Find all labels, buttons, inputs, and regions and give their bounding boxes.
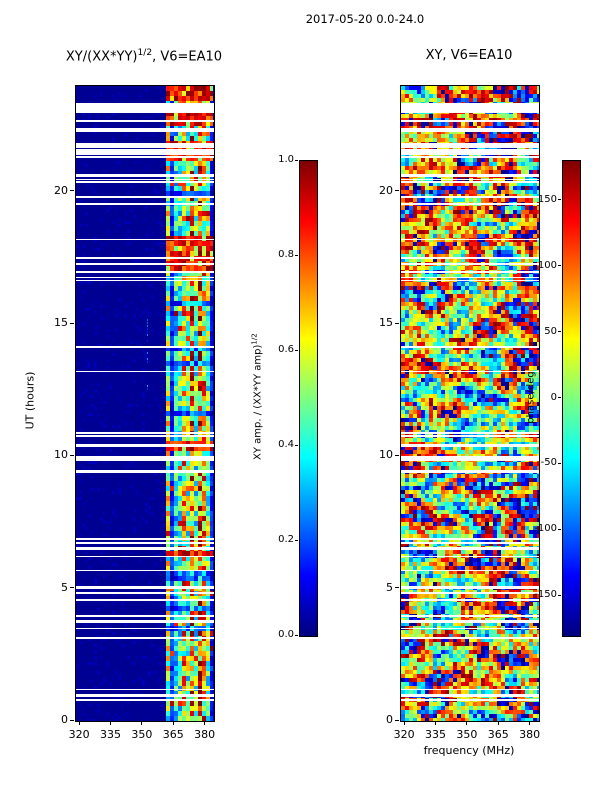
x-tick-label: 320	[68, 728, 90, 741]
colorbar-tick-label: 0.0	[278, 629, 294, 640]
phase-colorbar	[562, 160, 581, 637]
amplitude-heatmap	[75, 85, 215, 722]
colorbar-tick	[558, 594, 561, 596]
y-tick-label: 20	[379, 183, 393, 197]
y-tick	[70, 587, 74, 589]
colorbar-tick	[295, 634, 298, 636]
amplitude-colorbar-label: XY amp. / (XX*YY amp)1/2	[250, 247, 263, 547]
x-tick	[435, 721, 437, 725]
amplitude-panel-title: XY/(XX*YY)1/2, V6=EA10	[24, 48, 264, 64]
colorbar-tick-label: 0.6	[278, 344, 294, 355]
y-tick-label: 10	[379, 448, 393, 462]
phase-heatmap	[400, 85, 540, 722]
colorbar-tick	[558, 397, 561, 398]
colorbar-tick-label: 0.4	[278, 439, 294, 450]
x-tick-label: 350	[456, 728, 478, 741]
colorbar-tick-label: 50	[544, 325, 557, 337]
amplitude-title-suffix: , V6=EA10	[152, 49, 223, 65]
y-tick-label: 5	[61, 580, 68, 594]
y-tick	[395, 190, 399, 192]
superscript: 1/2	[137, 48, 153, 58]
y-tick-label: 10	[54, 448, 68, 462]
x-tick	[141, 721, 143, 725]
colorbar-tick	[558, 528, 561, 530]
colorbar-tick-label: 0.2	[278, 534, 294, 545]
y-tick	[395, 454, 399, 456]
y-tick	[395, 322, 399, 324]
y-tick-label: 0	[386, 713, 393, 726]
y-tick-label: 15	[379, 316, 393, 330]
phase-panel-title: XY, V6=EA10	[425, 48, 513, 63]
y-tick	[70, 190, 74, 192]
x-tick	[529, 721, 531, 725]
y-tick	[395, 719, 399, 721]
colorbar-tick-label: 100	[537, 259, 557, 271]
x-tick	[172, 721, 174, 725]
colorbar-tick	[295, 349, 298, 351]
figure-title: 2017-05-20 0.0-24.0	[305, 12, 425, 26]
colorbar-tick-label: -150	[534, 589, 557, 601]
x-tick	[403, 721, 405, 725]
frequency-axis-label: frequency (MHz)	[423, 744, 515, 757]
ut-hours-axis-label: UT (hours)	[23, 371, 37, 430]
colorbar-tick	[295, 539, 298, 541]
x-tick-label: 350	[131, 728, 153, 741]
x-tick	[204, 721, 206, 725]
colorbar-tick	[295, 159, 298, 161]
colorbar-tick	[558, 331, 561, 333]
x-tick-label: 335	[100, 728, 122, 741]
y-tick-label: 15	[54, 316, 68, 330]
colorbar-tick	[295, 254, 298, 256]
x-tick-label: 365	[487, 728, 509, 741]
colorbar-tick	[295, 444, 298, 446]
x-tick	[466, 721, 468, 725]
y-tick	[395, 587, 399, 589]
y-tick-label: 5	[386, 580, 393, 594]
colorbar-tick-label: 0	[550, 391, 557, 403]
colorbar-tick	[558, 199, 561, 201]
y-tick	[70, 719, 74, 721]
superscript: 1/2	[250, 333, 259, 345]
y-tick	[70, 454, 74, 456]
amplitude-title-text: XY/(XX*YY)	[65, 49, 138, 65]
y-tick-label: 20	[54, 183, 68, 197]
colorbar-tick	[558, 265, 561, 267]
x-tick-label: 380	[194, 728, 216, 741]
amplitude-colorbar	[299, 160, 318, 637]
y-tick	[70, 322, 74, 324]
colorbar-tick	[558, 462, 561, 464]
x-tick	[78, 721, 80, 725]
colorbar-tick-label: 0.8	[278, 249, 294, 260]
x-tick-label: 320	[393, 728, 415, 741]
colorbar-tick-label: -100	[534, 523, 557, 535]
colorbar-tick-label: 1.0	[278, 154, 294, 165]
colorbar-tick-label: 150	[537, 193, 557, 205]
x-tick	[110, 721, 112, 725]
x-tick	[497, 721, 499, 725]
x-tick-label: 365	[162, 728, 184, 741]
x-tick-label: 335	[425, 728, 447, 741]
y-tick-label: 0	[61, 713, 68, 726]
x-tick-label: 380	[519, 728, 541, 741]
colorbar-tick-label: -50	[540, 457, 557, 469]
